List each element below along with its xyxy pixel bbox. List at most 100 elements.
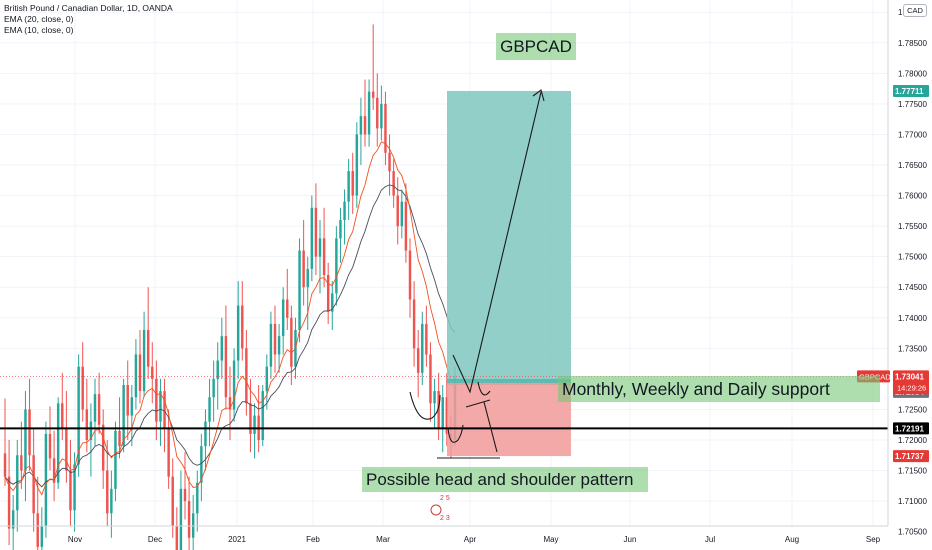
candle-body [306, 268, 309, 288]
candle-body [249, 403, 252, 434]
ema10-info: EMA (10, close, 0) [4, 25, 74, 35]
candle-body [318, 238, 322, 257]
candle-body [114, 430, 117, 489]
x-tick-label: Apr [464, 535, 477, 544]
head-curve [447, 424, 464, 443]
candle-body [425, 323, 428, 355]
target-price-tag: 1.77711 [895, 87, 924, 96]
candle-body [61, 403, 64, 428]
candle-body [376, 97, 379, 129]
currency-badge[interactable]: CAD [903, 4, 927, 17]
candle-body [183, 488, 187, 502]
candle-body [220, 336, 224, 361]
y-tick-label: 1.74000 [898, 314, 927, 323]
candle-body [281, 299, 285, 337]
x-tick-label: Sep [866, 535, 881, 544]
countdown-label: 14:29:26 [897, 383, 926, 392]
y-tick-label: 1.77500 [898, 100, 927, 109]
candle-body [204, 421, 207, 447]
y-tick-label: 1.73500 [898, 344, 927, 353]
x-tick-label: Jul [705, 535, 715, 544]
candle-body [110, 488, 113, 514]
chart-legend: British Pound / Canadian Dollar, 1D, OAN… [4, 3, 173, 36]
candle-body [159, 391, 162, 422]
candle-body [175, 525, 179, 550]
candle-body [97, 394, 101, 425]
candle-body [16, 455, 19, 511]
candle-body [269, 323, 273, 367]
y-tick-label: 1.75500 [898, 222, 927, 231]
candle-body [52, 458, 56, 483]
title-annotation: GBPCAD [496, 33, 576, 60]
candle-body [11, 510, 15, 529]
candle-body [126, 385, 129, 416]
candle-body [314, 207, 318, 257]
candle-body [286, 299, 289, 318]
entry-band [447, 378, 571, 385]
candle-body [236, 305, 240, 361]
ema20-line [4, 184, 456, 488]
candle-body [187, 501, 191, 538]
candle-body [392, 171, 395, 196]
y-tick-label: 1.74500 [898, 283, 927, 292]
candle-body [130, 397, 134, 416]
candle-body [326, 275, 330, 312]
candle-body [412, 299, 416, 349]
candle-body [122, 385, 125, 447]
candle-body [40, 525, 44, 547]
candle-body [65, 427, 68, 471]
x-tick-label: Mar [376, 535, 390, 544]
y-tick-label: 1.71000 [898, 497, 927, 506]
candle-body [85, 409, 89, 440]
pattern-pointer [483, 401, 498, 453]
candle-body [437, 391, 440, 428]
candle-body [3, 453, 7, 477]
candle-body [408, 250, 412, 300]
candle-body [56, 403, 60, 483]
candle-body [441, 397, 444, 428]
candle-body [339, 220, 342, 239]
candle-body [290, 317, 293, 367]
candle-body [265, 366, 269, 392]
candle-body [163, 391, 166, 428]
candle-body [212, 378, 215, 398]
candle-body [371, 91, 375, 98]
candle-body [208, 397, 211, 422]
ema20-info: EMA (20, close, 0) [4, 14, 74, 24]
candle-body [416, 348, 420, 373]
candle-body [232, 360, 236, 410]
stop-price-tag-bg [893, 450, 929, 463]
candle-body [171, 476, 174, 526]
y-tick-label: 1.75000 [898, 253, 927, 262]
candle-body [146, 330, 150, 367]
candle-body [277, 336, 281, 355]
candle-body [73, 464, 76, 511]
y-tick-label: 1.78500 [898, 39, 927, 48]
x-tick-label: Aug [785, 535, 799, 544]
y-tick-label: 1.78000 [898, 69, 927, 78]
candle-body [200, 446, 203, 483]
watermark-top: 2 5 [440, 495, 450, 502]
candle-body [343, 201, 346, 220]
candle-body [367, 91, 371, 135]
y-tick-label: 1.71500 [898, 467, 927, 476]
y-tick-label: 1.76000 [898, 192, 927, 201]
candle-body [7, 476, 11, 529]
candle-body [69, 470, 72, 511]
candle-body [142, 330, 146, 392]
right-shoulder-curve [477, 381, 491, 396]
candle-body [167, 427, 170, 477]
target-price-tag-bg [893, 84, 929, 97]
y-tick-label: 1.72000 [898, 436, 927, 445]
candle-body [138, 354, 142, 392]
candle-body [24, 409, 27, 471]
candle-body [224, 336, 228, 398]
candle-body [81, 366, 84, 410]
last-price-tag: 1.73041 [895, 372, 924, 381]
candle-body [359, 116, 363, 135]
candle-body [400, 201, 404, 227]
x-tick-label: Nov [68, 535, 82, 544]
candle-body [93, 394, 97, 422]
pattern-annotation: Possible head and shoulder pattern [362, 467, 648, 492]
